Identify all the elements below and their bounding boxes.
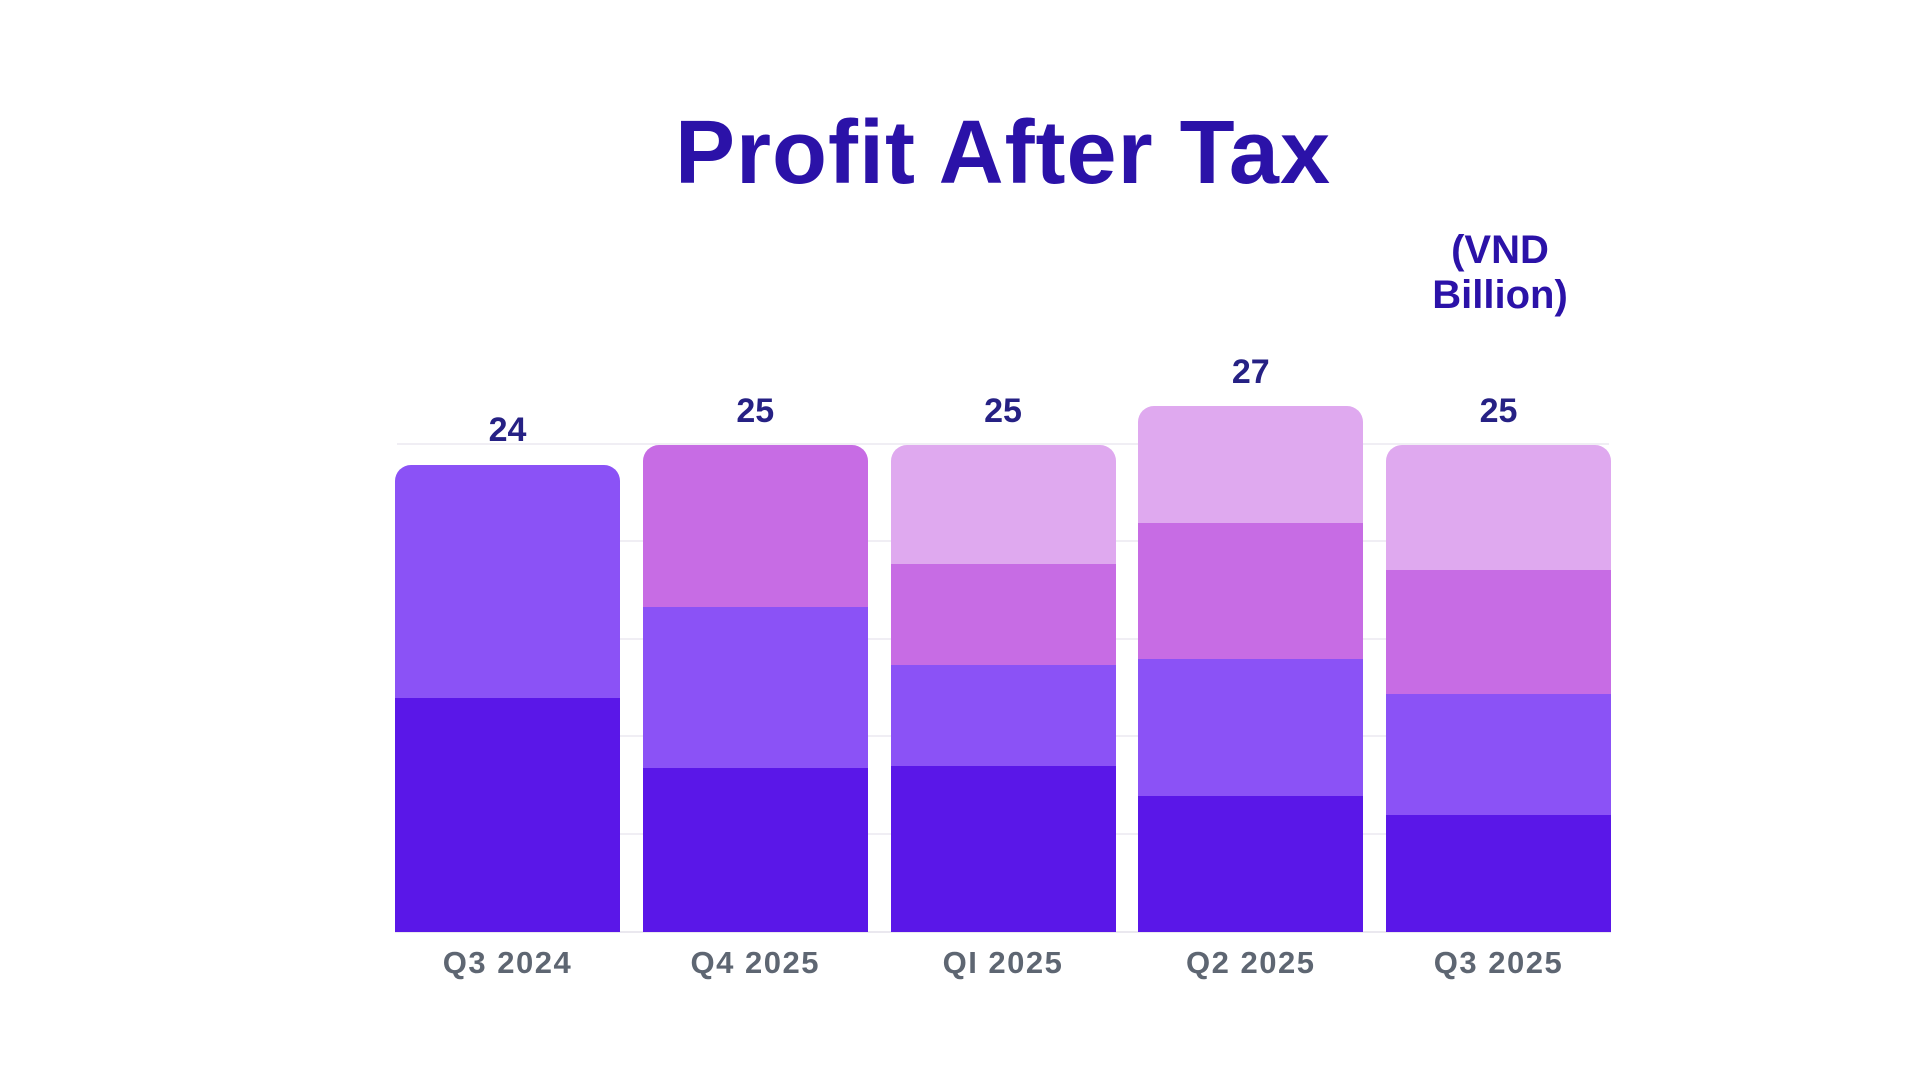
bar-segment xyxy=(1138,659,1364,796)
bar-segment xyxy=(642,606,868,769)
bar-value-label: 27 xyxy=(1231,353,1270,392)
bar-stack xyxy=(395,464,620,932)
bar-segment xyxy=(395,698,620,932)
bar-value-label: 25 xyxy=(1479,392,1518,430)
bar-segment xyxy=(1386,815,1611,932)
bar-segment xyxy=(890,445,1116,564)
x-axis-label: QI 2025 xyxy=(942,945,1064,980)
x-axis-label: Q2 2025 xyxy=(1186,945,1316,980)
bar-column: 25 Q4 2025 xyxy=(642,300,868,980)
bar-segment xyxy=(1138,795,1364,932)
bar-stack xyxy=(1386,445,1611,932)
bar-column: 25 QI 2025 xyxy=(890,300,1116,980)
bar-value-label: 25 xyxy=(736,392,775,430)
bar-segment xyxy=(642,445,868,607)
bar-segment xyxy=(1386,694,1611,816)
chart-title: Profit After Tax xyxy=(674,103,1332,203)
bar-segment xyxy=(1138,522,1364,660)
bar-segment xyxy=(1386,569,1611,695)
bar-column: 25 Q3 2025 xyxy=(1386,300,1611,980)
bar-segment xyxy=(890,563,1116,666)
bar-value-label: 24 xyxy=(488,411,527,450)
bar-stack xyxy=(642,445,868,932)
chart-subtitle: (VND Billion) xyxy=(1432,228,1568,317)
bar-segment xyxy=(1386,445,1611,570)
x-axis-baseline xyxy=(395,931,1611,933)
bar-segment xyxy=(890,766,1116,932)
bar-column: 24 Q3 2024 xyxy=(395,300,620,980)
gridline xyxy=(397,443,1609,445)
x-axis-label: Q3 2024 xyxy=(442,945,573,980)
bar-segment xyxy=(642,768,868,932)
bar-column: 27 Q2 2025 xyxy=(1138,300,1364,980)
bar-segment xyxy=(890,665,1116,767)
plot-area: 24 Q3 2024 25 Q4 2025 25 QI 2025 27 Q2 2025 25 Q3… xyxy=(395,300,1611,980)
bar-stack xyxy=(1138,406,1364,932)
bar-segment xyxy=(395,464,620,699)
bar-value-label: 25 xyxy=(984,392,1022,430)
bars-row: 24 Q3 2024 25 Q4 2025 25 QI 2025 27 Q2 2025 25 Q3… xyxy=(395,300,1611,980)
x-axis-label: Q4 2025 xyxy=(690,945,820,980)
bar-stack xyxy=(890,445,1116,932)
x-axis-label: Q3 2025 xyxy=(1433,945,1564,980)
bar-segment xyxy=(1138,406,1364,523)
